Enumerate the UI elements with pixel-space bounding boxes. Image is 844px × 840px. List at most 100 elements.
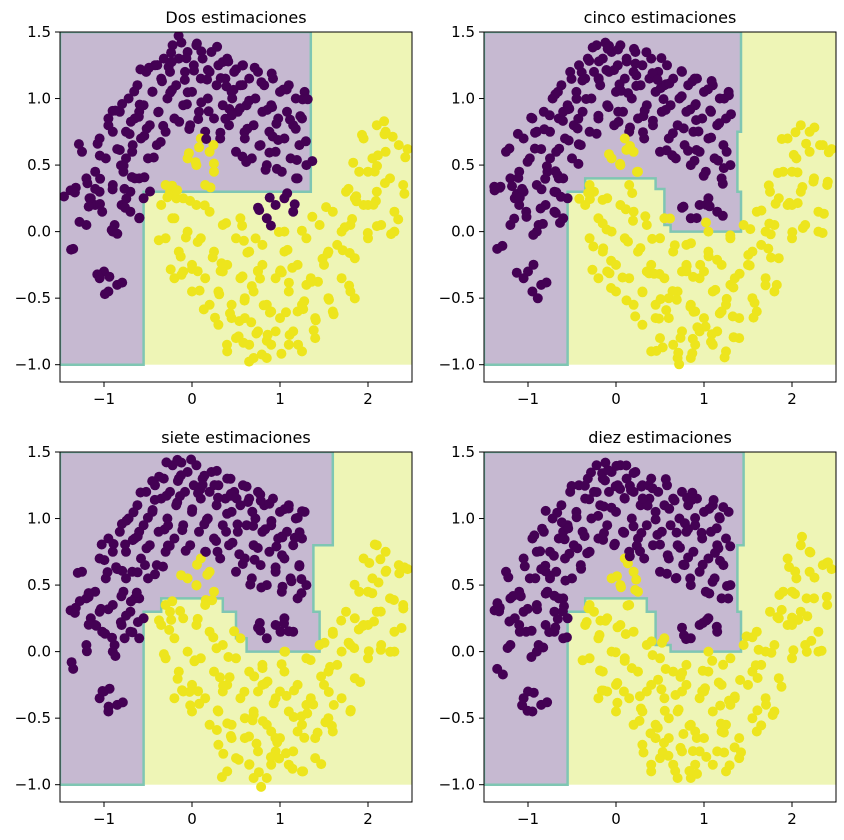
- scatter-point-class1: [402, 144, 412, 155]
- scatter-point-class0: [619, 527, 630, 538]
- scatter-point-class0: [254, 618, 265, 628]
- scatter-point-class0: [537, 218, 548, 229]
- scatter-point-class1: [766, 647, 777, 658]
- scatter-point-class0: [593, 56, 604, 67]
- scatter-point-class1: [668, 339, 679, 350]
- scatter-point-class1: [270, 326, 281, 337]
- scatter-point-class1: [610, 647, 621, 658]
- scatter-point-class0: [90, 183, 101, 194]
- scatter-point-class0: [704, 503, 715, 514]
- scatter-point-class1: [244, 356, 255, 367]
- scatter-point-class0: [99, 555, 110, 566]
- scatter-point-class0: [557, 115, 568, 126]
- scatter-point-class0: [270, 200, 281, 210]
- scatter-point-class0: [671, 527, 682, 538]
- scatter-point-class0: [132, 617, 143, 628]
- scatter-point-class0: [561, 632, 572, 643]
- scatter-point-class0: [723, 593, 734, 604]
- scatter-point-class0: [158, 53, 169, 64]
- scatter-point-class1: [692, 322, 703, 333]
- scatter-point-class1: [299, 732, 310, 743]
- scatter-point-class1: [598, 243, 609, 254]
- scatter-point-class0: [656, 53, 667, 64]
- scatter-point-class1: [212, 705, 223, 716]
- scatter-point-class0: [604, 486, 614, 497]
- scatter-point-class0: [690, 513, 701, 523]
- scatter-point-class0: [119, 183, 130, 194]
- scatter-point-class1: [388, 595, 399, 605]
- scatter-point-class0: [593, 110, 604, 121]
- scatter-point-class0: [127, 627, 138, 638]
- scatter-point-class1: [784, 197, 795, 208]
- scatter-point-class0: [96, 539, 107, 550]
- scatter-point-class1: [375, 644, 386, 655]
- scatter-point-class1: [641, 220, 652, 230]
- scatter-point-class1: [749, 297, 760, 308]
- scatter-point-class1: [587, 264, 598, 275]
- scatter-point-class0: [514, 192, 525, 203]
- scatter-point-class1: [701, 751, 712, 762]
- scatter-point-class1: [622, 600, 633, 611]
- scatter-point-class0: [243, 497, 253, 507]
- scatter-point-class0: [587, 42, 598, 53]
- scatter-point-class0: [277, 550, 287, 561]
- scatter-point-class1: [208, 158, 219, 169]
- scatter-point-class0: [693, 126, 704, 137]
- scatter-point-class1: [677, 667, 688, 678]
- scatter-point-class1: [703, 251, 714, 262]
- scatter-point-class0: [564, 103, 575, 114]
- scatter-point-class0: [560, 575, 571, 586]
- scatter-point-class0: [540, 588, 551, 599]
- scatter-point-class0: [717, 178, 728, 189]
- scatter-point-class0: [528, 687, 539, 698]
- scatter-point-class1: [790, 589, 800, 599]
- scatter-point-class0: [492, 598, 503, 609]
- scatter-point-class0: [655, 539, 665, 550]
- scatter-point-class0: [539, 124, 550, 135]
- scatter-point-class0: [241, 481, 252, 492]
- scatter-point-class0: [706, 76, 717, 86]
- scatter-point-class1: [274, 753, 285, 764]
- scatter-point-class1: [369, 539, 380, 550]
- scatter-point-class1: [167, 180, 178, 191]
- scatter-point-class0: [95, 173, 106, 184]
- scatter-point-class1: [793, 614, 804, 625]
- scatter-point-class0: [613, 44, 623, 55]
- scatter-point-class0: [675, 542, 685, 553]
- scatter-point-class0: [166, 56, 177, 67]
- scatter-point-class1: [706, 336, 716, 347]
- scatter-point-class1: [192, 559, 202, 570]
- scatter-point-class1: [239, 686, 250, 697]
- scatter-point-class1: [744, 260, 755, 271]
- scatter-point-class1: [216, 772, 227, 783]
- scatter-point-class1: [281, 690, 292, 701]
- scatter-point-class1: [375, 606, 386, 617]
- scatter-point-class1: [171, 193, 182, 204]
- scatter-point-class0: [573, 139, 584, 150]
- subplot-diez-estimaciones: −1 0 1 2 1.5 1.0 0.5 0.0 −0.5 −1.0 diez estimacion…: [439, 428, 837, 828]
- scatter-point-class1: [707, 655, 718, 666]
- scatter-point-class1: [687, 333, 698, 344]
- scatter-point-class1: [691, 733, 702, 743]
- scatter-point-class0: [121, 610, 131, 621]
- scatter-point-class1: [176, 570, 187, 581]
- scatter-point-class1: [804, 146, 815, 157]
- scatter-point-class1: [222, 718, 233, 729]
- scatter-point-class1: [604, 268, 615, 279]
- scatter-point-class1: [400, 152, 411, 163]
- scatter-point-class0: [678, 201, 689, 212]
- scatter-point-class0: [60, 191, 69, 202]
- scatter-point-class1: [209, 166, 219, 177]
- scatter-point-class1: [308, 699, 319, 710]
- y-tick-label: 0.5: [451, 156, 475, 174]
- scatter-point-class0: [114, 526, 125, 537]
- scatter-point-class0: [497, 669, 508, 680]
- scatter-point-class1: [253, 767, 264, 778]
- scatter-point-class0: [244, 73, 255, 84]
- scatter-point-class1: [774, 590, 785, 600]
- scatter-point-class1: [760, 280, 771, 291]
- scatter-point-class1: [620, 204, 631, 215]
- scatter-point-class1: [180, 232, 191, 243]
- scatter-point-class0: [642, 500, 653, 511]
- scatter-point-class0: [288, 206, 299, 217]
